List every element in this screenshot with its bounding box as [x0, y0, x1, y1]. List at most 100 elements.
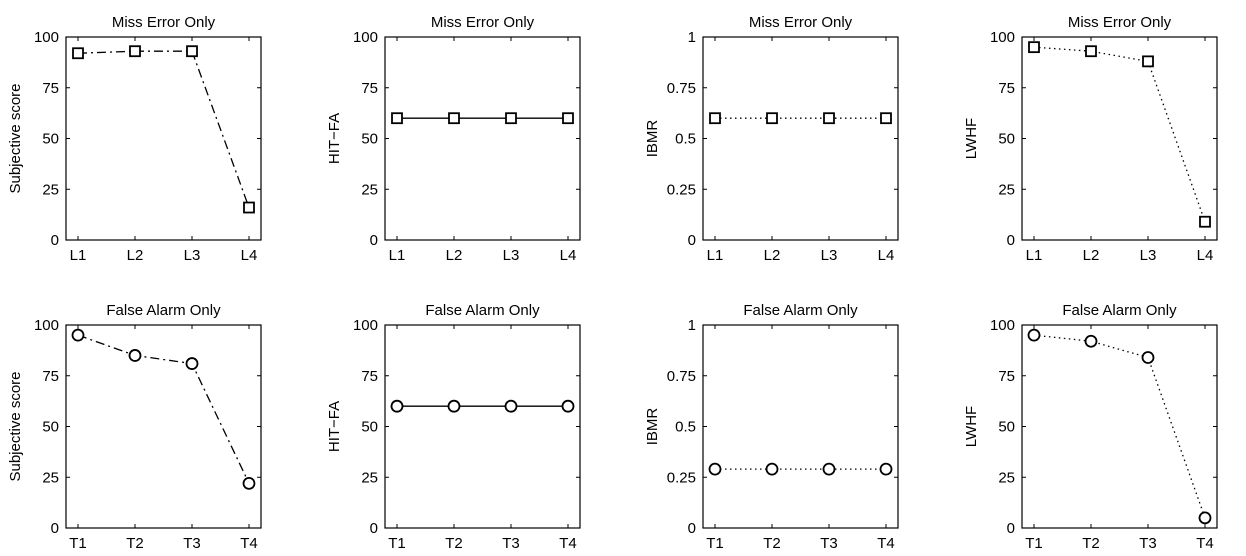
data-point [823, 112, 835, 125]
y-axis-label: Subjective score [7, 371, 24, 481]
y-tick-label: 25 [361, 469, 378, 486]
data-point [243, 201, 255, 214]
data-point [504, 399, 518, 413]
x-tick-label: L2 [764, 247, 781, 264]
x-tick-label: L1 [707, 247, 724, 264]
x-tick-label: L1 [1026, 247, 1043, 264]
y-tick-label: 100 [990, 29, 1015, 46]
axes-box [65, 324, 262, 529]
y-tick-label: 50 [361, 131, 378, 148]
y-tick-label: 0 [688, 520, 696, 537]
data-point [765, 462, 779, 476]
x-tick-label: L4 [241, 247, 258, 264]
y-tick-label: 1 [688, 29, 696, 46]
data-point [390, 399, 404, 413]
y-axis-label: IBMR [644, 120, 661, 158]
subplot: False Alarm Only IBMR 0 0.25 0.5 0.75 1 T1 T2 T3 T… [644, 302, 899, 552]
y-tick-label: 0 [51, 520, 59, 537]
data-point [128, 349, 142, 362]
y-tick-label: 75 [998, 80, 1015, 97]
y-tick-label: 100 [34, 29, 59, 46]
y-axis-label: Subjective score [7, 83, 24, 193]
y-tick-label: 0 [51, 232, 59, 249]
subplot: False Alarm Only LWHF 0 25 50 75 100 T1 T2 T3 T4 [963, 302, 1218, 552]
y-tick-label: 100 [990, 317, 1015, 334]
data-point [879, 462, 893, 476]
y-tick-label: 0 [688, 232, 696, 249]
chart-title: Miss Error Only [749, 14, 853, 31]
y-tick-label: 100 [353, 29, 378, 46]
subplot: Miss Error Only LWHF 0 25 50 75 100 L1 L2 L3 L4 [963, 14, 1218, 264]
x-tick-label: L3 [1140, 247, 1157, 264]
y-tick-label: 0.5 [675, 131, 696, 148]
data-point [447, 399, 461, 413]
data-point [448, 112, 460, 125]
y-tick-label: 0.25 [667, 181, 696, 198]
data-point [822, 462, 836, 476]
data-point [1198, 511, 1212, 525]
x-tick-label: T1 [69, 535, 87, 552]
y-tick-label: 50 [361, 419, 378, 436]
x-tick-label: L3 [184, 247, 201, 264]
data-point [505, 112, 517, 125]
data-point [709, 112, 721, 125]
y-tick-label: 0 [1007, 520, 1015, 537]
series-line [77, 334, 250, 484]
y-tick-label: 0 [370, 232, 378, 249]
y-tick-label: 75 [998, 368, 1015, 385]
y-axis-label: HIT−FA [326, 113, 343, 164]
data-point [242, 476, 256, 490]
x-tick-label: T3 [502, 535, 520, 552]
y-tick-label: 25 [42, 469, 59, 486]
data-point [1199, 215, 1211, 228]
data-point [185, 357, 199, 370]
y-axis-label: IBMR [644, 408, 661, 446]
y-tick-label: 25 [998, 181, 1015, 198]
data-point [71, 328, 85, 342]
axes-box [702, 36, 899, 241]
chart-title: False Alarm Only [743, 302, 858, 319]
x-tick-label: L1 [389, 247, 406, 264]
data-point [1142, 55, 1154, 68]
x-tick-label: L2 [1083, 247, 1100, 264]
y-tick-label: 0.25 [667, 469, 696, 486]
axes-box [1021, 36, 1218, 241]
y-tick-label: 0 [1007, 232, 1015, 249]
x-tick-label: T1 [706, 535, 724, 552]
y-tick-label: 50 [998, 419, 1015, 436]
x-tick-label: L4 [1197, 247, 1214, 264]
data-point [766, 112, 778, 125]
subplot: Miss Error Only Subjective score 0 25 50 75 10… [7, 14, 262, 264]
y-axis-label: LWHF [963, 118, 980, 159]
series-line [1033, 334, 1206, 519]
y-tick-label: 75 [361, 80, 378, 97]
x-tick-label: T4 [877, 535, 895, 552]
y-tick-label: 50 [42, 419, 59, 436]
data-point [880, 112, 892, 125]
y-axis-label: LWHF [963, 406, 980, 447]
chart-title: False Alarm Only [1062, 302, 1177, 319]
data-point [1084, 334, 1098, 348]
subplot: Miss Error Only HIT−FA 0 25 50 75 100 L1 L2 L3 L4 [326, 14, 581, 264]
chart-title: Miss Error Only [431, 14, 535, 31]
y-tick-label: 100 [34, 317, 59, 334]
subplot: False Alarm Only Subjective score 0 25 50 75 1… [7, 302, 262, 552]
x-tick-label: T4 [240, 535, 258, 552]
x-tick-label: L1 [70, 247, 87, 264]
y-axis-label: HIT−FA [326, 401, 343, 452]
y-tick-label: 50 [42, 131, 59, 148]
data-point [72, 47, 84, 60]
series-line [77, 50, 250, 208]
data-point [1141, 351, 1155, 364]
x-tick-label: L3 [821, 247, 838, 264]
x-tick-label: T4 [559, 535, 577, 552]
y-tick-label: 0 [370, 520, 378, 537]
data-point [1028, 41, 1040, 54]
data-point [562, 112, 574, 125]
x-tick-label: L2 [446, 247, 463, 264]
x-tick-label: T2 [1082, 535, 1100, 552]
x-tick-label: T3 [820, 535, 838, 552]
y-tick-label: 1 [688, 317, 696, 334]
x-tick-label: T3 [183, 535, 201, 552]
